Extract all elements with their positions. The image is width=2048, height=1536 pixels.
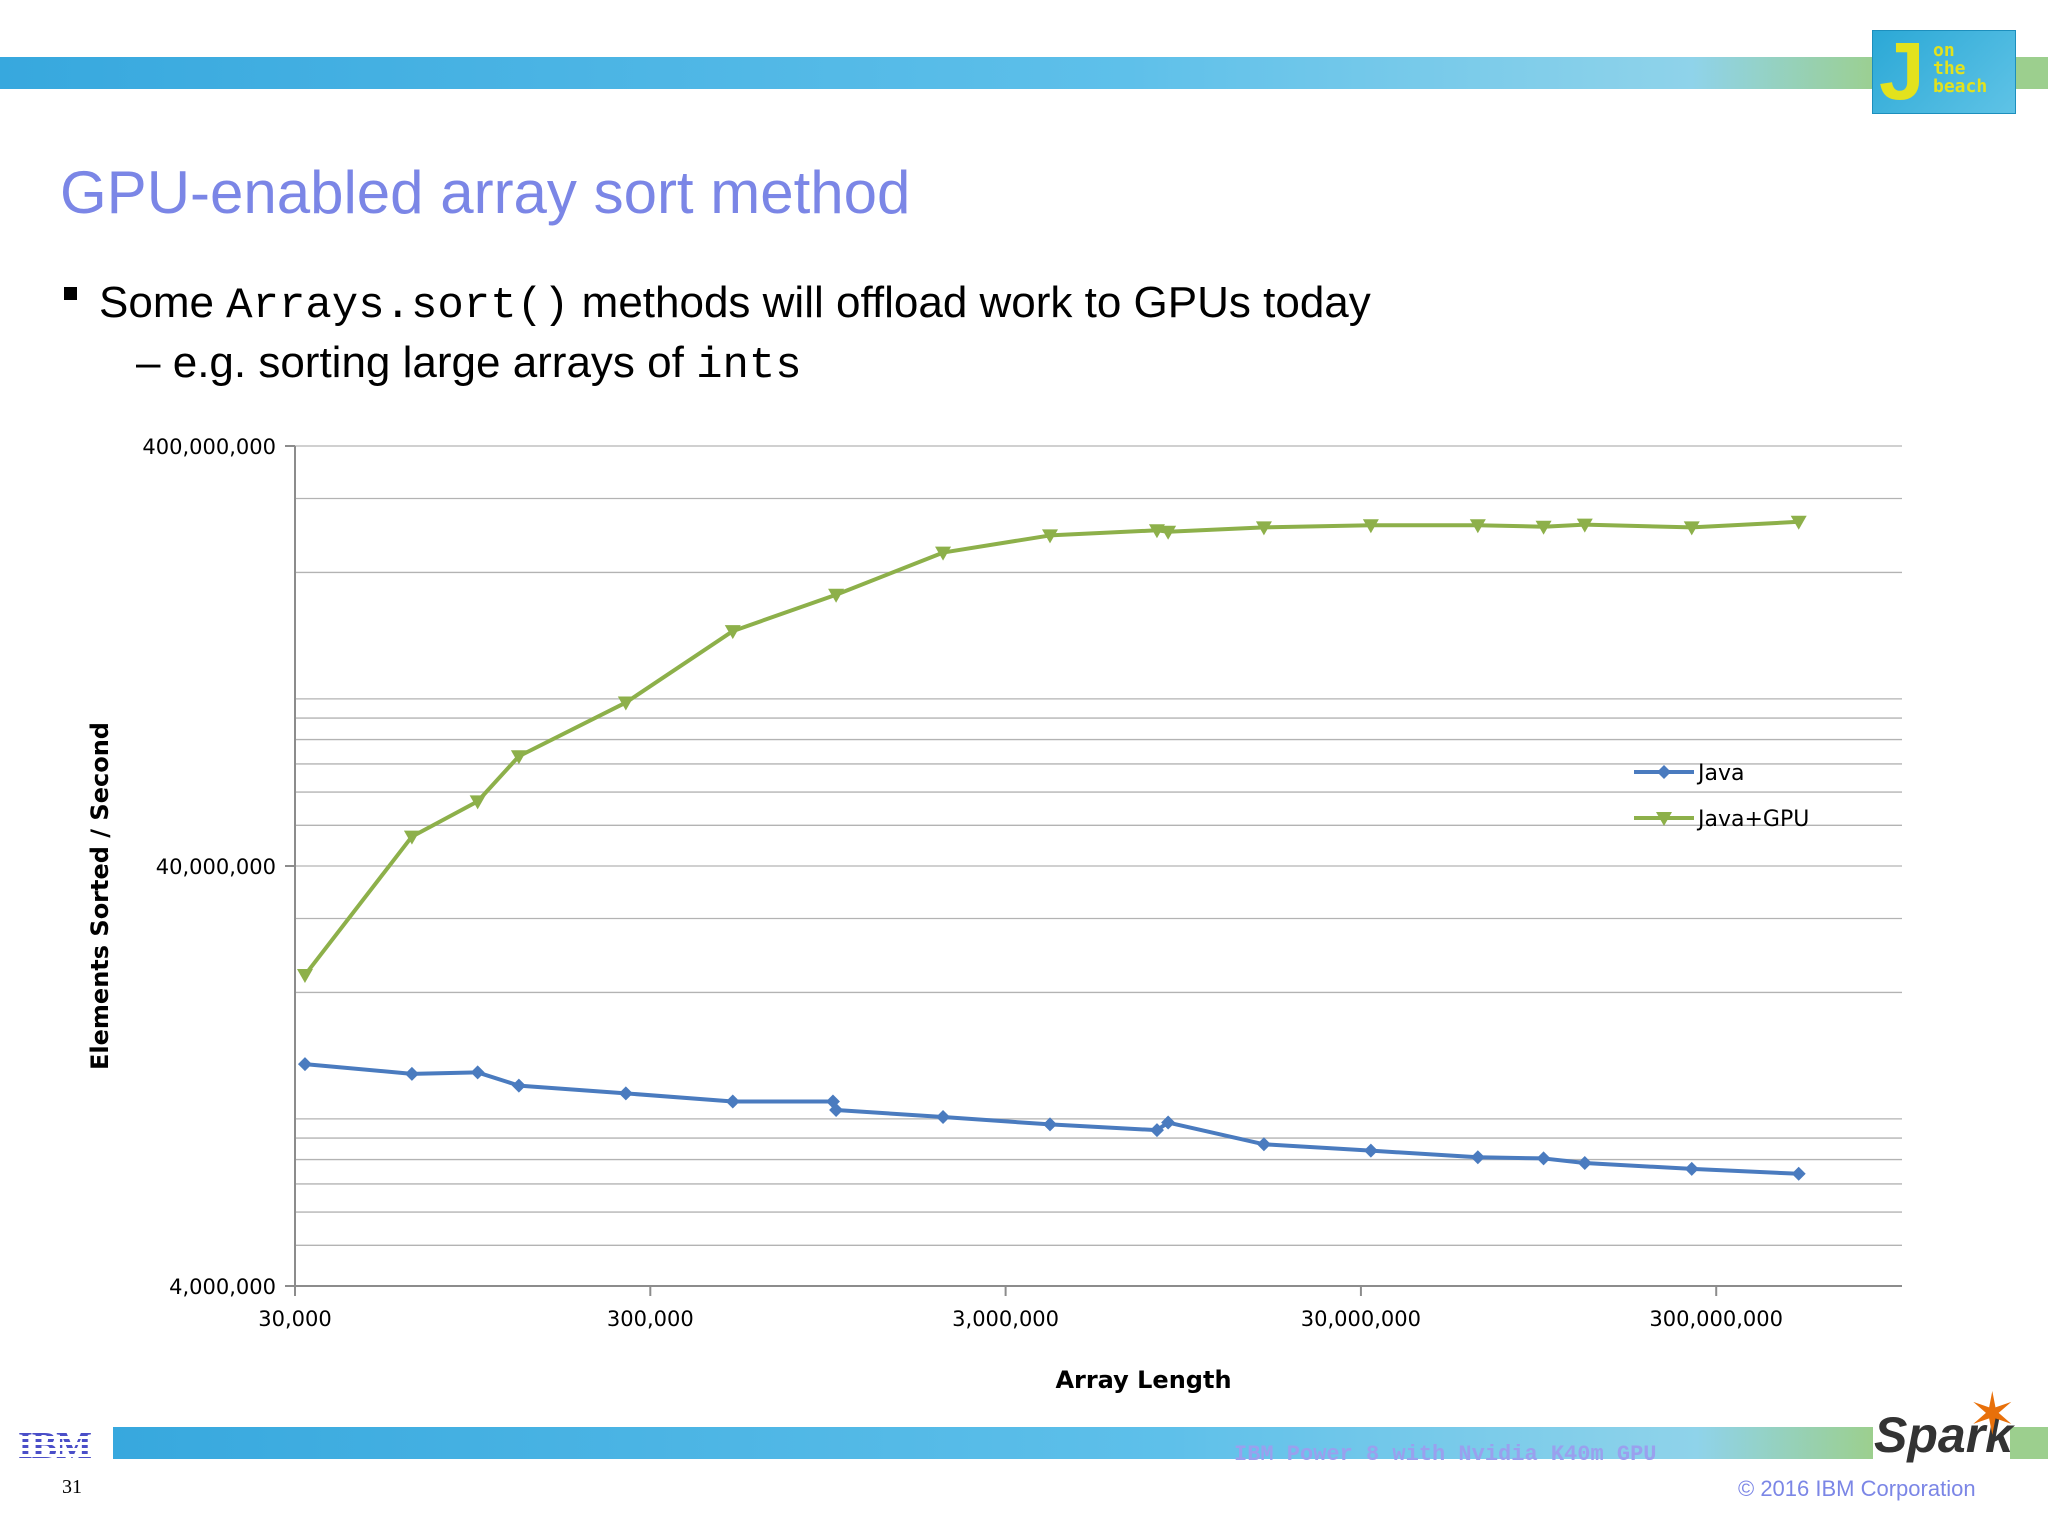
data-point-java-gpu bbox=[617, 696, 634, 711]
data-point-java-gpu bbox=[1535, 520, 1552, 535]
data-point-java bbox=[470, 1065, 485, 1080]
ibm-logo: IBM bbox=[18, 1424, 92, 1468]
y-tick-label: 40,000,000 bbox=[156, 855, 276, 879]
data-point-java-gpu bbox=[828, 588, 845, 603]
x-tick-label: 30,000,000 bbox=[1301, 1307, 1421, 1331]
data-point-java-gpu bbox=[1790, 515, 1807, 530]
slide-title: GPU-enabled array sort method bbox=[60, 159, 911, 226]
data-point-java bbox=[725, 1094, 740, 1109]
x-tick-label: 300,000 bbox=[607, 1307, 694, 1331]
event-logo-word-on: on bbox=[1933, 40, 1955, 61]
x-tick-label: 3,000,000 bbox=[952, 1307, 1059, 1331]
page-number: 31 bbox=[62, 1476, 82, 1498]
data-point-java bbox=[1791, 1166, 1806, 1181]
bullet-dash-icon: – bbox=[136, 338, 161, 387]
legend-marker-icon bbox=[1656, 812, 1672, 826]
x-axis-title: Array Length bbox=[1055, 1366, 1231, 1394]
data-point-java-gpu bbox=[1576, 518, 1593, 533]
data-point-java-gpu bbox=[1362, 519, 1379, 534]
y-axis-title: Elements Sorted / Second bbox=[86, 722, 114, 1070]
x-tick-label: 30,000 bbox=[258, 1307, 331, 1331]
data-point-java-gpu bbox=[403, 830, 420, 845]
footer-hardware-note: IBM Power 8 with Nvidia K40m GPU bbox=[1234, 1442, 1657, 1467]
data-point-java-gpu bbox=[1042, 529, 1059, 544]
legend-marker-icon bbox=[1657, 765, 1671, 779]
data-point-java bbox=[1470, 1150, 1485, 1165]
data-point-java-gpu bbox=[935, 546, 952, 561]
footer-band-tail bbox=[2010, 1427, 2048, 1459]
event-logo: J on the beach bbox=[1872, 26, 2016, 117]
data-point-java-gpu bbox=[1255, 521, 1272, 536]
data-point-java bbox=[1043, 1117, 1058, 1132]
data-point-java-gpu bbox=[1683, 521, 1700, 536]
data-point-java-gpu bbox=[469, 795, 486, 810]
data-point-java bbox=[1577, 1156, 1592, 1171]
bullet-main-code: Arrays.sort() bbox=[226, 281, 570, 331]
bullet-sub-pre: e.g. sorting large arrays of bbox=[172, 338, 697, 387]
footer-band bbox=[113, 1427, 1873, 1459]
data-point-java bbox=[829, 1102, 844, 1117]
event-logo-letter: J bbox=[1879, 26, 1925, 117]
series-line-java-gpu bbox=[303, 519, 1799, 977]
data-point-java bbox=[1149, 1123, 1164, 1138]
data-point-java bbox=[1684, 1161, 1699, 1176]
header-band-tail bbox=[2010, 57, 2048, 89]
bullet-main-post: methods will offload work to GPUs today bbox=[569, 278, 1371, 327]
data-point-java-gpu bbox=[1160, 525, 1177, 540]
spark-star-icon: ✶ bbox=[1968, 1380, 2017, 1448]
data-point-java bbox=[1161, 1115, 1176, 1130]
data-point-java bbox=[1256, 1137, 1271, 1152]
bullet-square-icon bbox=[64, 286, 77, 300]
data-point-java-gpu bbox=[296, 969, 313, 984]
y-tick-label: 4,000,000 bbox=[169, 1275, 276, 1299]
data-point-java bbox=[1363, 1143, 1378, 1158]
data-point-java bbox=[1536, 1151, 1551, 1166]
bullet-main-pre: Some bbox=[99, 278, 227, 327]
data-point-java bbox=[297, 1057, 312, 1072]
data-point-java bbox=[511, 1078, 526, 1093]
spark-logo: Spark ✶ bbox=[1870, 1380, 2030, 1466]
data-point-java-gpu bbox=[1469, 519, 1486, 534]
event-logo-word-beach: beach bbox=[1933, 76, 1988, 97]
data-point-java bbox=[618, 1086, 633, 1101]
bullet-sub-code: ints bbox=[696, 341, 802, 391]
x-tick-label: 300,000,000 bbox=[1649, 1307, 1783, 1331]
header-band bbox=[0, 57, 1880, 89]
data-point-java bbox=[936, 1110, 951, 1125]
bullet-main: Some Arrays.sort() methods will offload … bbox=[64, 278, 1371, 331]
data-point-java-gpu bbox=[724, 625, 741, 640]
legend-label: Java bbox=[1696, 761, 1744, 786]
copyright: © 2016 IBM Corporation bbox=[1738, 1476, 1976, 1501]
event-logo-word-the: the bbox=[1933, 58, 1966, 79]
data-point-java-gpu bbox=[510, 750, 527, 765]
spark-logo-word: Spark bbox=[1874, 1407, 2013, 1463]
data-point-java bbox=[404, 1066, 419, 1081]
data-point-java-gpu bbox=[1148, 524, 1165, 539]
legend-label: Java+GPU bbox=[1696, 807, 1809, 832]
y-tick-label: 400,000,000 bbox=[142, 435, 276, 459]
bullet-sub: – e.g. sorting large arrays of ints bbox=[136, 338, 802, 391]
